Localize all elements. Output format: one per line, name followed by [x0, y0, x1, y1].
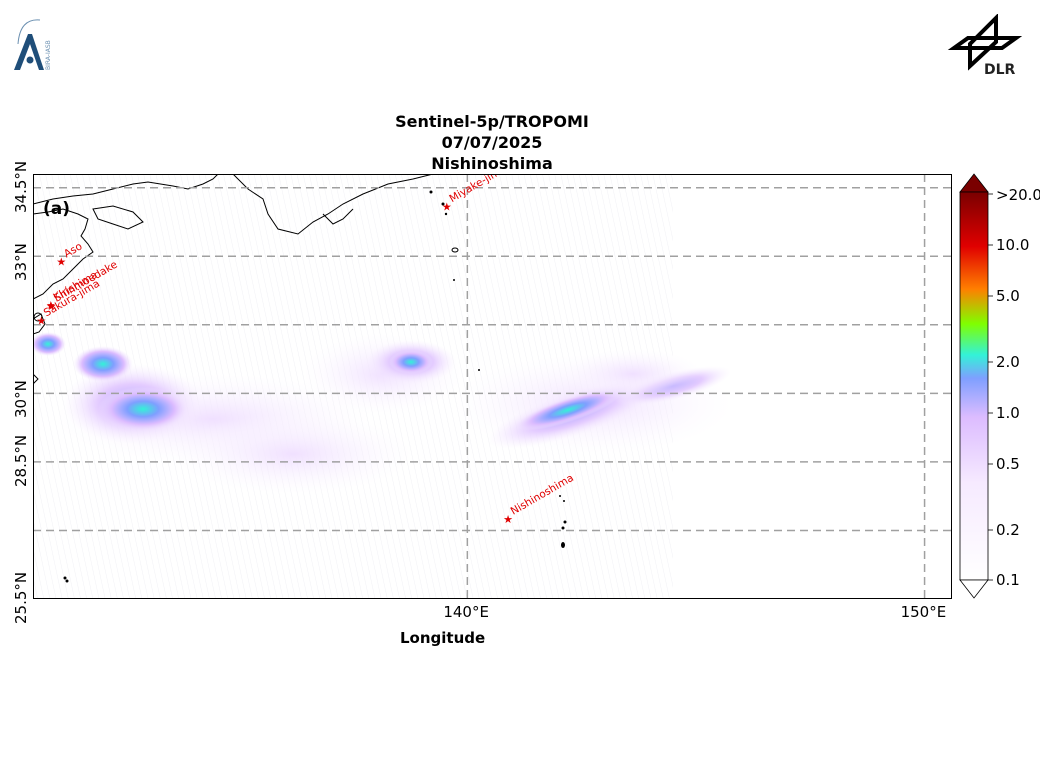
x-tick-label: 140°E — [443, 603, 489, 621]
y-tick-label: 28.5°N — [12, 434, 30, 487]
colorbar-tick: >20.0 — [996, 186, 1040, 204]
x-axis-label: Longitude — [400, 629, 486, 647]
colorbar-tick: 2.0 — [996, 353, 1020, 371]
volcano-star-icon: ★ — [56, 256, 66, 269]
colorbar-extend-min — [959, 579, 989, 599]
y-tick-label: 30°N — [12, 380, 30, 419]
bira-iasb-logo: BIRA-IASB — [14, 19, 52, 70]
islands — [63, 190, 567, 583]
y-tick-label: 34.5°N — [12, 160, 30, 213]
y-tick-label: 33°N — [12, 243, 30, 282]
volcano-star-icon: ★ — [442, 200, 452, 213]
colorbar-tick: 5.0 — [996, 287, 1020, 305]
colorbar-tick: 0.5 — [996, 455, 1020, 473]
x-tick-label: 150°E — [900, 603, 947, 621]
coastline — [33, 174, 434, 385]
colorbar-tick: 0.1 — [996, 571, 1020, 589]
y-tick-label: 25.5°N — [12, 571, 30, 624]
dlr-text: DLR — [984, 62, 1016, 78]
so2-plume-layer — [33, 332, 733, 494]
volcano-star-icon: ★ — [46, 299, 56, 312]
volcano-star-icon: ★ — [36, 315, 46, 328]
colorbar-tick: 1.0 — [996, 404, 1020, 422]
chart-title-line-1: Sentinel-5p/TROPOMI — [395, 112, 589, 131]
volcano-star-icon: ★ — [46, 300, 56, 313]
panel-label: (a) — [43, 199, 70, 219]
volcano-star-icon: ★ — [503, 513, 513, 526]
dlr-logo: DLR — [947, 14, 1022, 78]
colorbar-tick: 10.0 — [996, 236, 1030, 254]
graticule — [33, 174, 952, 599]
chart-title-line-3: Nishinoshima — [431, 154, 553, 173]
colorbar-tick: 0.2 — [996, 521, 1020, 539]
colorbar — [959, 173, 993, 599]
chart-title-line-2: 07/07/2025 — [441, 133, 543, 152]
so2-map: ★Miyake-jima★Aso★Shinmoedake★Sakura-jima… — [33, 174, 952, 599]
colorbar-extend-max — [959, 173, 989, 193]
bira-iasb-text: BIRA-IASB — [45, 40, 52, 70]
